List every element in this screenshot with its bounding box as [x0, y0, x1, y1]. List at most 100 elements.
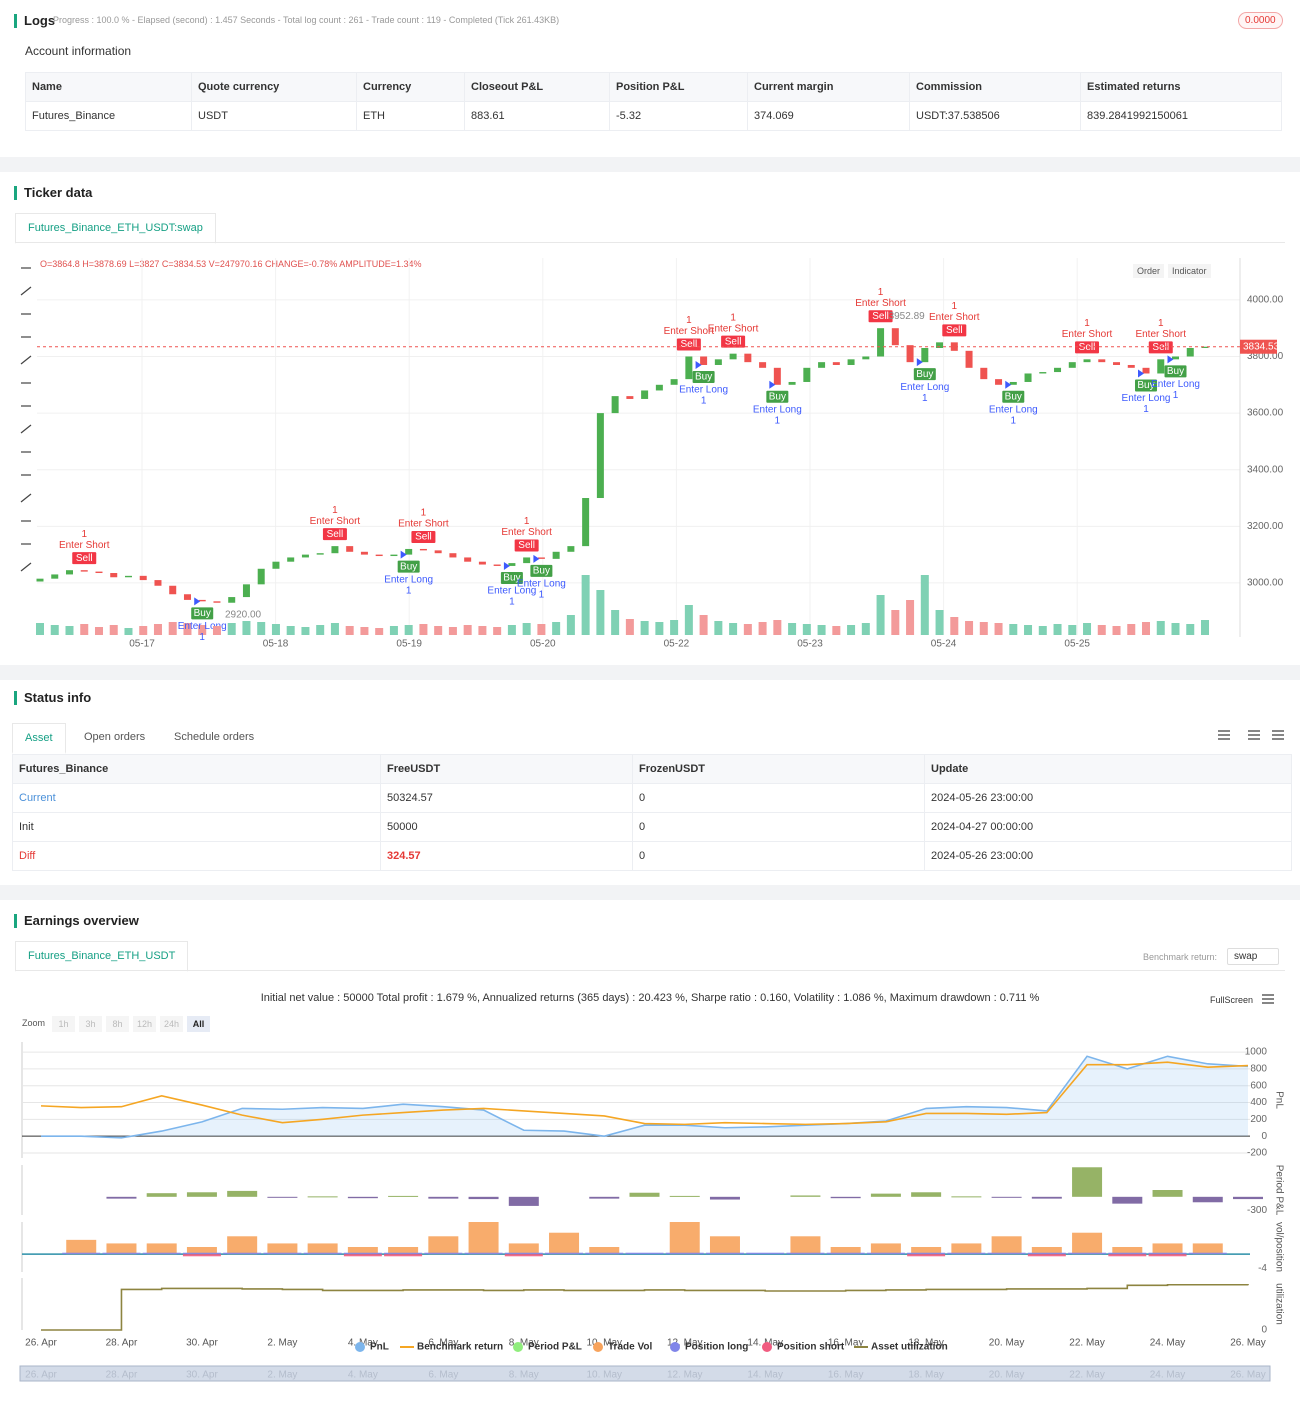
- bar: [1148, 1252, 1187, 1255]
- volume-bar: [227, 623, 236, 635]
- candle: [980, 367, 988, 380]
- bar: [384, 1254, 423, 1257]
- column-header: Futures_Binance: [12, 754, 381, 784]
- x-tick-label: 05-19: [396, 639, 422, 650]
- signal-label: Enter Long: [178, 621, 227, 632]
- zoom-button[interactable]: 8h: [106, 1016, 129, 1032]
- candle: [508, 563, 516, 566]
- tab[interactable]: Futures_Binance_ETH_USDT: [15, 941, 189, 972]
- candle: [51, 574, 59, 579]
- bar: [504, 1254, 543, 1257]
- navigator-label: 10. May: [586, 1370, 622, 1381]
- volume-bar: [1053, 624, 1062, 635]
- sell-badge: [322, 528, 347, 541]
- table-row: Futures_Binance USDT ETH 883.61 -5.32 374.069…: [25, 101, 1282, 131]
- volume-bar: [1038, 626, 1047, 635]
- y-tick-label: 200: [1250, 1114, 1267, 1125]
- sell-badge: [514, 539, 539, 552]
- candle: [375, 554, 383, 557]
- bar: [307, 1243, 338, 1255]
- x-tick-label: 05-25: [1064, 639, 1090, 650]
- bar: [388, 1247, 419, 1255]
- table-cell: 2024-05-26 23:00:00: [924, 783, 1292, 813]
- legend-label: Asset utilization: [871, 1342, 948, 1353]
- signal-arrow: [1005, 380, 1012, 389]
- zoom-button[interactable]: All: [187, 1016, 210, 1032]
- badge-text: Buy: [1137, 380, 1154, 391]
- tab[interactable]: Open orders: [84, 731, 146, 743]
- volume-bar: [876, 595, 885, 635]
- badge-text: Sell: [518, 540, 535, 551]
- section-title: Ticker data: [14, 186, 92, 200]
- candle: [419, 548, 427, 551]
- section-title: Earnings overview: [14, 914, 139, 928]
- bar: [343, 1252, 382, 1255]
- table-cell: 50000: [380, 812, 633, 842]
- candle: [744, 353, 752, 363]
- volume-bar: [935, 610, 944, 635]
- bar: [223, 1252, 262, 1255]
- badge-text: Buy: [1167, 366, 1184, 377]
- signal-qty: 1: [199, 632, 205, 643]
- y-tick-label: 3800.00: [1247, 351, 1284, 362]
- volume-bar: [802, 624, 811, 635]
- signal-label: Enter Short: [398, 519, 449, 530]
- x-tick-label: 2. May: [267, 1338, 297, 1349]
- candle: [228, 597, 236, 603]
- column-header: FrozenUSDT: [632, 754, 925, 784]
- navigator-label: 16. May: [828, 1370, 864, 1381]
- volume-bar: [434, 626, 443, 635]
- volume-bar: [360, 627, 369, 635]
- tab[interactable]: Futures_Binance_ETH_USDT:swap: [15, 213, 216, 244]
- volume-bar: [375, 628, 384, 635]
- bar: [1072, 1232, 1103, 1255]
- navigator-label: 28. Apr: [106, 1370, 138, 1381]
- column-header: Estimated returns: [1080, 72, 1282, 102]
- badge-text: Buy: [400, 561, 417, 572]
- candle: [655, 384, 663, 391]
- volume-bar: [463, 625, 472, 635]
- divider: [0, 157, 1300, 172]
- signal-qty: 1: [952, 301, 958, 312]
- candle: [596, 413, 604, 499]
- y-tick-label: -300: [1247, 1205, 1267, 1216]
- signal-qty: 1: [332, 505, 338, 516]
- volume-bar: [389, 626, 398, 635]
- volume-bar: [1171, 623, 1180, 635]
- zoom-button[interactable]: 24h: [160, 1016, 183, 1032]
- signal-qty: 1: [1011, 415, 1017, 426]
- zoom-button[interactable]: 1h: [52, 1016, 75, 1032]
- badge-text: Sell: [1079, 342, 1096, 353]
- x-tick-label: 05-17: [129, 639, 155, 650]
- volume-bar: [611, 610, 620, 635]
- volume-bar: [153, 624, 162, 635]
- bar: [1152, 1190, 1183, 1197]
- zoom-button[interactable]: 12h: [133, 1016, 156, 1032]
- volume-bar: [552, 622, 561, 635]
- header-row: Name Quote currency Currency Closeout P&L Po…: [25, 72, 1282, 102]
- badge-text: Sell: [946, 325, 963, 336]
- zoom-button[interactable]: 3h: [79, 1016, 102, 1032]
- volume-bar: [758, 622, 767, 635]
- bar: [585, 1252, 624, 1255]
- signal-arrow: [533, 554, 540, 563]
- navigator-label: 20. May: [989, 1370, 1025, 1381]
- button[interactable]: FullScreen: [1210, 995, 1254, 1005]
- navigator-label: 24. May: [1150, 1370, 1186, 1381]
- bar: [388, 1195, 419, 1197]
- volume-bar: [994, 623, 1003, 635]
- tab[interactable]: Schedule orders: [174, 731, 255, 743]
- candle: [950, 342, 958, 351]
- signal-qty: 1: [539, 590, 545, 601]
- candle: [331, 546, 339, 554]
- candle: [464, 557, 472, 562]
- button[interactable]: Order: [1133, 264, 1165, 278]
- volume-bar: [198, 625, 207, 635]
- sell-badge: [676, 338, 701, 351]
- select[interactable]: swap: [1227, 948, 1279, 965]
- x-tick-label: 26. May: [1230, 1338, 1266, 1349]
- badge-text: Sell: [681, 339, 698, 350]
- tab[interactable]: Asset: [12, 723, 66, 754]
- button[interactable]: Indicator: [1168, 264, 1211, 278]
